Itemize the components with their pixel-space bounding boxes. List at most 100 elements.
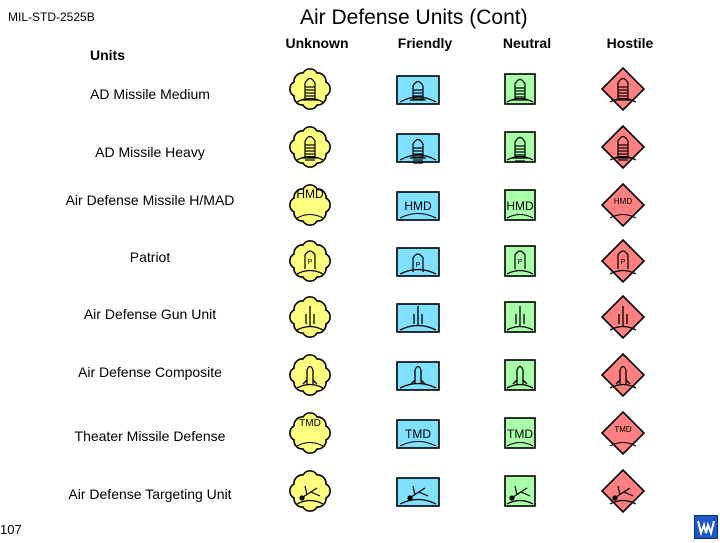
neutral-frame bbox=[504, 189, 536, 221]
arc-mark bbox=[296, 441, 324, 447]
targeting-glyph bbox=[296, 485, 324, 505]
hostile-frame bbox=[600, 468, 646, 514]
neutral-frame bbox=[504, 359, 536, 391]
standard-label: MIL-STD-2525B bbox=[8, 10, 95, 24]
neutral-column-header: Neutral bbox=[502, 35, 552, 51]
unknown-symbol: HMD bbox=[289, 184, 331, 226]
unknown-symbol bbox=[289, 296, 331, 338]
modifier-text: TMD bbox=[299, 418, 321, 429]
unknown-symbol bbox=[289, 470, 331, 512]
svg-text:P: P bbox=[621, 259, 626, 266]
modifier-text: TMD bbox=[507, 427, 533, 441]
word-document-icon[interactable] bbox=[694, 515, 718, 539]
friendly-column-header: Friendly bbox=[397, 35, 453, 51]
friendly-frame bbox=[396, 191, 440, 221]
svg-text:P: P bbox=[416, 262, 421, 269]
friendly-frame bbox=[396, 247, 440, 277]
hostile-symbol bbox=[600, 66, 646, 112]
hostile-column-header: Hostile bbox=[606, 35, 654, 51]
unknown-frame bbox=[289, 68, 331, 110]
missile-glyph bbox=[506, 78, 534, 103]
arc-mark bbox=[399, 212, 437, 219]
hostile-frame bbox=[600, 66, 646, 112]
modifier-text: HMD bbox=[614, 197, 632, 206]
friendly-symbol: TMD bbox=[396, 419, 440, 449]
neutral-symbol bbox=[504, 359, 536, 391]
hostile-frame bbox=[600, 352, 646, 398]
patriot-glyph: P bbox=[609, 250, 637, 275]
friendly-symbol bbox=[396, 75, 440, 105]
gun-glyph bbox=[609, 306, 637, 331]
neutral-symbol: P bbox=[504, 245, 536, 277]
missile-glyph bbox=[296, 135, 324, 161]
unknown-frame bbox=[289, 126, 331, 168]
arc-mark bbox=[609, 213, 637, 219]
svg-text:P: P bbox=[308, 259, 313, 266]
unit-row-label: Air Defense Composite bbox=[78, 364, 222, 380]
friendly-frame bbox=[396, 419, 440, 449]
arc-mark bbox=[506, 213, 534, 219]
patriot-glyph: P bbox=[506, 250, 534, 275]
unknown-frame bbox=[289, 184, 331, 226]
neutral-symbol: HMD bbox=[504, 189, 536, 221]
page-number: 107 bbox=[0, 522, 22, 537]
neutral-symbol: TMD bbox=[504, 417, 536, 449]
friendly-symbol: HMD bbox=[396, 191, 440, 221]
friendly-frame bbox=[396, 477, 440, 507]
missile-glyph bbox=[296, 77, 324, 103]
hostile-frame bbox=[600, 410, 646, 456]
unit-row-label: Air Defense Gun Unit bbox=[83, 306, 217, 322]
page-title: Air Defense Units (Cont) bbox=[300, 6, 528, 29]
patriot-glyph: P bbox=[399, 253, 437, 275]
unknown-frame bbox=[289, 240, 331, 282]
arc-mark bbox=[506, 441, 534, 447]
unit-row-label: Air Defense Missile H/MAD bbox=[65, 192, 235, 208]
arc-mark bbox=[296, 213, 324, 219]
neutral-symbol bbox=[504, 475, 536, 507]
unknown-column-header: Unknown bbox=[285, 35, 349, 51]
composite-glyph bbox=[296, 365, 324, 389]
gun-glyph bbox=[506, 306, 534, 331]
neutral-symbol bbox=[504, 73, 536, 105]
arc-mark bbox=[609, 441, 637, 447]
gun-glyph bbox=[296, 306, 324, 331]
unknown-frame bbox=[289, 470, 331, 512]
modifier-text: HMD bbox=[506, 199, 534, 213]
friendly-symbol bbox=[396, 133, 440, 164]
missile-glyph bbox=[609, 77, 637, 103]
unit-row-label: AD Missile Medium bbox=[90, 86, 210, 102]
unknown-symbol: TMD bbox=[289, 412, 331, 454]
hostile-symbol: P bbox=[600, 238, 646, 284]
friendly-symbol bbox=[396, 477, 440, 507]
neutral-symbol bbox=[504, 131, 536, 163]
unknown-symbol bbox=[289, 354, 331, 396]
missile-glyph bbox=[399, 138, 437, 164]
targeting-glyph bbox=[506, 485, 534, 505]
hostile-symbol: HMD bbox=[600, 182, 646, 228]
hostile-symbol bbox=[600, 124, 646, 170]
neutral-symbol bbox=[504, 301, 536, 333]
composite-glyph bbox=[609, 365, 637, 389]
modifier-text: HMD bbox=[404, 199, 432, 213]
modifier-text: HMD bbox=[296, 187, 324, 201]
hostile-symbol: TMD bbox=[600, 410, 646, 456]
missile-glyph bbox=[399, 80, 437, 103]
hostile-frame bbox=[600, 124, 646, 170]
gun-glyph bbox=[399, 306, 437, 331]
hostile-frame bbox=[600, 238, 646, 284]
units-column-header: Units bbox=[90, 47, 125, 63]
word-w-icon bbox=[697, 520, 715, 537]
targeting-glyph bbox=[609, 485, 637, 505]
modifier-text: TMD bbox=[614, 425, 632, 434]
friendly-symbol bbox=[396, 303, 440, 333]
arc-mark bbox=[399, 440, 437, 447]
unit-row-label: Patriot bbox=[129, 249, 171, 265]
modifier-text: TMD bbox=[405, 427, 431, 441]
unit-row-label: Theater Missile Defense bbox=[74, 428, 226, 444]
composite-glyph bbox=[506, 365, 534, 389]
patriot-glyph: P bbox=[296, 250, 324, 275]
unknown-symbol: P bbox=[289, 240, 331, 282]
unknown-frame bbox=[289, 412, 331, 454]
missile-glyph bbox=[609, 135, 637, 161]
hostile-symbol bbox=[600, 294, 646, 340]
